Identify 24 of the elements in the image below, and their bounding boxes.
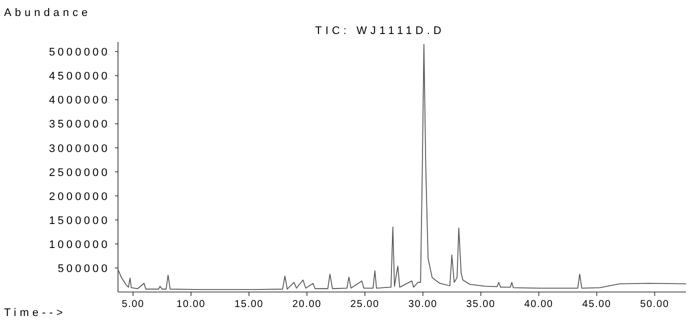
x-axis-title: Time--> bbox=[4, 307, 66, 319]
y-tick-label: 5000000 bbox=[48, 46, 110, 59]
x-tick-label: 35.00 bbox=[466, 299, 496, 310]
y-tick-label: 3000000 bbox=[48, 142, 110, 155]
x-tick-label: 5.00 bbox=[122, 299, 144, 310]
y-axis-title: Abundance bbox=[4, 7, 92, 19]
x-tick-label: 40.00 bbox=[524, 299, 554, 310]
x-tick-label: 30.00 bbox=[408, 299, 438, 310]
y-tick-label: 500000 bbox=[58, 262, 110, 275]
x-tick-label: 25.00 bbox=[350, 299, 380, 310]
y-tick-label: 3500000 bbox=[48, 118, 110, 131]
y-tick-label: 4500000 bbox=[48, 70, 110, 83]
y-tick-label: 4000000 bbox=[48, 94, 110, 107]
x-tick-label: 15.00 bbox=[234, 299, 264, 310]
x-tick-label: 45.00 bbox=[582, 299, 612, 310]
x-tick-label: 20.00 bbox=[292, 299, 322, 310]
chart-title: TIC: WJ1111D.D bbox=[315, 25, 445, 37]
y-tick-label: 1000000 bbox=[48, 238, 110, 251]
x-tick-label: 50.00 bbox=[640, 299, 670, 310]
line-series bbox=[118, 44, 686, 290]
y-tick-label: 2500000 bbox=[48, 166, 110, 179]
y-tick-label: 1500000 bbox=[48, 214, 110, 227]
y-tick-label: 2000000 bbox=[48, 190, 110, 203]
x-tick-label: 10.00 bbox=[176, 299, 206, 310]
